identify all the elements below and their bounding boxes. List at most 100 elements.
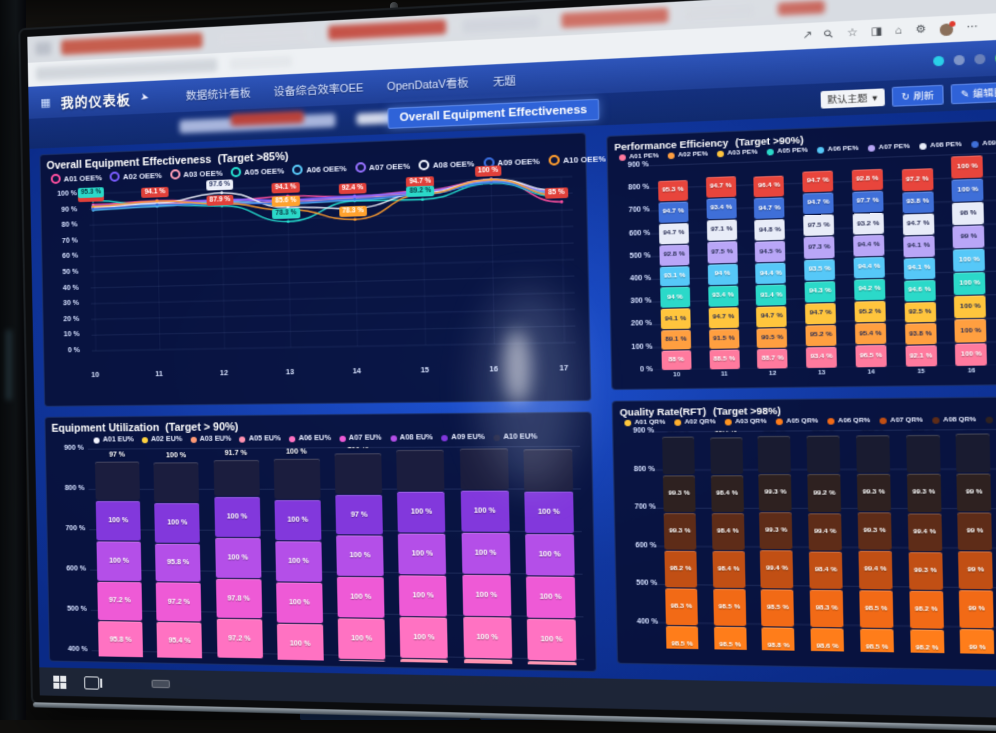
legend-item-a08[interactable]: A08 OEE% [419, 158, 475, 171]
segment-value: 98.3 % [671, 603, 692, 610]
censored-tab [219, 28, 313, 46]
y-axis-label: 40 % [49, 284, 79, 292]
refresh-button[interactable]: ↻ 刷新 [892, 85, 944, 107]
share-icon[interactable]: ↗ [803, 30, 813, 41]
legend-item-a01[interactable]: A01 PE% [619, 153, 659, 161]
legend-item-a02[interactable]: A02 QR% [674, 419, 715, 426]
bar-segment: 93.5 % [804, 259, 835, 280]
legend-item-a09[interactable]: A09 EU% [442, 434, 485, 442]
collections-icon[interactable]: ◨ [871, 27, 882, 39]
data-label: 95.3 % [78, 187, 104, 198]
notification-icon[interactable] [933, 55, 944, 65]
legend-item-a01[interactable]: A01 EU% [94, 436, 134, 443]
nav-item-stats-board[interactable]: 数据统计看板 [186, 85, 251, 103]
pe-plot: 900 %800 %700 %600 %500 %400 %300 %200 %… [615, 151, 996, 384]
legend-swatch [717, 151, 724, 158]
segment-value: 98.5 % [767, 604, 789, 611]
bar-segment: 94.7 % [708, 307, 738, 328]
bar-segment: 100 % [955, 319, 987, 342]
legend-item-a08[interactable]: A08 PE% [919, 142, 961, 150]
nav-item-opendatav-board[interactable]: OpenDataV看板 [387, 74, 469, 94]
legend-item-a06[interactable]: A06 QR% [827, 418, 870, 425]
legend-item-a06[interactable]: A06 EU% [289, 435, 331, 443]
legend-item-a05[interactable]: A05 PE% [767, 147, 808, 155]
y-axis-label: 10 % [50, 331, 80, 339]
segment-value: 100 % [351, 635, 372, 643]
legend-item-a02[interactable]: A02 PE% [668, 151, 708, 159]
bar-segment: 100 % [952, 179, 984, 202]
windows-start-button[interactable] [53, 675, 66, 688]
y-axis-label: 0 % [619, 366, 653, 374]
page-title: Overall Equipment Effectiveness [388, 99, 600, 129]
y-axis-label: 0 % [50, 347, 80, 355]
edge-browser-icon-active[interactable] [152, 680, 170, 689]
legend-item-a01[interactable]: A01 QR% [624, 420, 665, 427]
segment-value: 98.4 % [717, 528, 739, 535]
bar-segment [710, 437, 743, 474]
legend-item-a03[interactable]: A03 QR% [725, 419, 767, 426]
nav-item-oee-board[interactable]: 设备综合效率OEE [274, 79, 364, 99]
bar-segment: 93.4 % [806, 347, 837, 368]
panel-performance-efficiency: Performance Efficiency(Target >90%) A01 … [606, 118, 996, 390]
legend-item-a07[interactable]: A07 QR% [880, 417, 923, 424]
legend-item-a02[interactable]: A02 OEE% [110, 170, 162, 182]
legend-item-a03[interactable]: A03 OEE% [170, 168, 223, 180]
segment-value: 95.4 % [168, 637, 190, 644]
stacked-bar: 98.1 %98.8 %99.2 %100 %100 %100 %100 %10… [459, 445, 515, 665]
legend-item-a05[interactable]: A05 EU% [239, 435, 280, 442]
nav-item-untitled[interactable]: 无题 [493, 72, 516, 89]
legend-item-a03[interactable]: A03 PE% [717, 149, 758, 157]
legend-item-a10[interactable]: A10 EU% [494, 433, 538, 441]
legend-label: A07 QR% [890, 417, 923, 424]
legend-item-a02[interactable]: A02 EU% [142, 436, 183, 443]
legend-item-a07[interactable]: A07 PE% [868, 144, 910, 152]
bar-segment: 95.4 % [99, 659, 144, 665]
profile-avatar-icon[interactable] [940, 23, 954, 36]
help-icon[interactable] [954, 54, 965, 64]
bar-segment: 94.7 % [706, 176, 736, 198]
bar-segment: 97.8 % [217, 659, 263, 665]
segment-value: 99 % [969, 645, 986, 652]
search-icon[interactable]: ⚲ [823, 28, 837, 41]
legend-item-a05[interactable]: A05 OEE% [231, 165, 285, 177]
task-view-icon[interactable] [84, 676, 99, 689]
more-icon[interactable]: ⋯ [966, 22, 978, 34]
segment-value: 100 % [412, 550, 434, 557]
eu-legend: A01 EU% A02 EU% A03 EU% A05 EU% A06 EU% A07 E… [52, 433, 585, 445]
legend-item-a09[interactable]: A09 QR% [986, 416, 996, 423]
bar-segment: 90.5 % [757, 328, 788, 348]
legend-item-a09[interactable]: A09 PE% [971, 140, 996, 148]
legend-item-a03[interactable]: A03 EU% [190, 436, 231, 443]
segment-value: 100 % [961, 351, 982, 358]
segment-value: 98.2 % [670, 566, 691, 573]
legend-item-a10[interactable]: A10 OEE% [548, 153, 606, 166]
legend-item-a01[interactable]: A01 OEE% [51, 172, 102, 184]
legend-item-a07[interactable]: A07 OEE% [355, 160, 410, 172]
apps-grid-icon[interactable]: ▦ [40, 95, 51, 108]
segment-value: 88.7 % [762, 355, 784, 362]
edge-browser-icon[interactable] [117, 680, 133, 686]
legend-item-a06[interactable]: A06 PE% [817, 146, 859, 154]
message-icon[interactable] [974, 53, 985, 64]
dashboard-body: Overall Equipment Effectiveness(Target >… [29, 106, 996, 719]
legend-item-a05[interactable]: A05 QR% [776, 418, 818, 425]
legend-label: A02 QR% [685, 419, 716, 426]
settings-icon[interactable]: ⚙ [916, 25, 927, 37]
theme-select[interactable]: 默认主题 ▾ [820, 88, 885, 108]
segment-value: 100 % [228, 555, 249, 562]
legend-item-a06[interactable]: A06 OEE% [292, 163, 346, 175]
home-icon[interactable]: ⌂ [895, 26, 902, 37]
bar-segment: 94.1 % [903, 236, 935, 258]
bar-segment: 94.7 % [754, 198, 785, 220]
stacked-bar: 88 %89.1 %94.1 %94 %93.1 %92.8 %94.7 %94… [658, 179, 692, 370]
legend-label: A08 OEE% [433, 158, 475, 169]
legend-item-a07[interactable]: A07 EU% [339, 434, 381, 442]
dashboard-brand[interactable]: 我的仪表板 [60, 88, 130, 110]
legend-item-a08[interactable]: A08 EU% [390, 434, 433, 442]
favorites-icon[interactable]: ☆ [847, 28, 858, 39]
bar-top-value: 99.5 % [905, 429, 939, 432]
bar-segment: 99.4 % [760, 551, 793, 589]
bar-segment: 96.5 % [855, 345, 886, 367]
legend-item-a08[interactable]: A08 QR% [932, 417, 976, 424]
edit-dashboard-button[interactable]: ✎ 编辑图表 [951, 81, 996, 104]
